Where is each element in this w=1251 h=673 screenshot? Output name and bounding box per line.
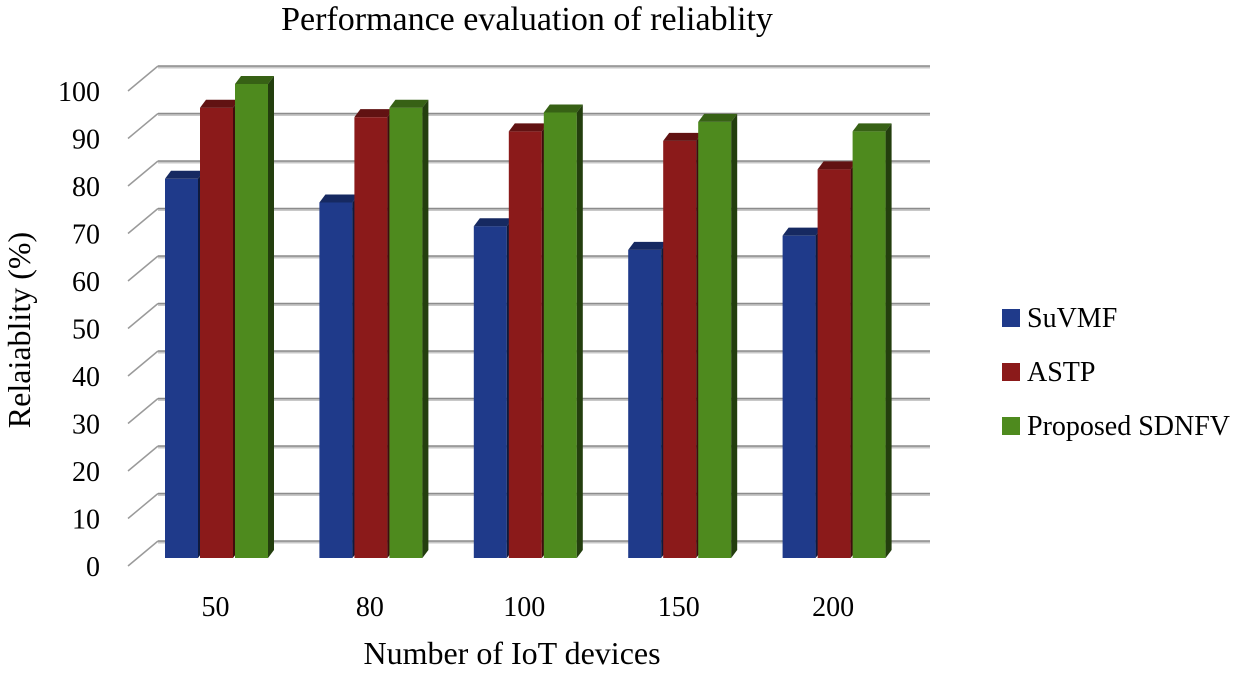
- legend-label: SuVMF: [1027, 303, 1117, 334]
- legend-label: Proposed SDNFV: [1027, 411, 1230, 442]
- bar-top: [389, 99, 429, 108]
- y-axis-title: Relaiablity (%): [1, 232, 37, 428]
- bar-top: [852, 123, 892, 132]
- bar-top: [628, 241, 668, 250]
- legend-swatch: [1002, 309, 1020, 327]
- bar-top: [663, 132, 703, 141]
- bar-side: [422, 99, 429, 558]
- bar-top: [473, 218, 513, 227]
- x-tick-label: 150: [658, 592, 700, 623]
- bar-proposed-sdnfv-150: [698, 113, 738, 559]
- legend-item-suvmf: SuVMF: [1002, 303, 1117, 334]
- gridline-side: [127, 350, 159, 377]
- bar-proposed-sdnfv-200: [852, 123, 892, 559]
- bar-top: [319, 194, 359, 203]
- x-axis-title: Number of IoT devices: [363, 635, 660, 671]
- x-tick-label: 100: [503, 592, 545, 623]
- gridline-side: [127, 540, 159, 567]
- bar-suvmf-100: [473, 218, 513, 558]
- bar-front: [354, 117, 388, 559]
- bar-top: [200, 99, 239, 108]
- y-tick-label: 30: [72, 410, 100, 441]
- x-tick-label: 50: [202, 592, 230, 623]
- bar-suvmf-200: [782, 227, 822, 558]
- gridline-side: [127, 492, 159, 520]
- legend-item-proposed-sdnfv: Proposed SDNFV: [1002, 411, 1230, 442]
- bar-top: [543, 104, 583, 113]
- y-tick-label: 40: [72, 362, 100, 393]
- bar-astp-200: [817, 161, 857, 558]
- bar-suvmf-80: [319, 194, 359, 558]
- bar-front: [852, 131, 886, 558]
- legend-swatch: [1002, 363, 1020, 381]
- legend-label: ASTP: [1027, 357, 1095, 388]
- bar-front: [389, 107, 423, 558]
- bar-front: [235, 84, 268, 558]
- legend-swatch: [1002, 417, 1020, 435]
- bar-front: [663, 140, 697, 558]
- bar-top: [782, 227, 822, 236]
- bar-top: [817, 161, 857, 170]
- bar-side: [268, 76, 274, 558]
- legend: SuVMF ASTP Proposed SDNFV: [1002, 303, 1230, 442]
- bars: [165, 76, 892, 559]
- bar-front: [543, 112, 577, 558]
- bar-front: [628, 249, 662, 558]
- y-tick-label: 60: [72, 267, 100, 298]
- y-tick-label: 80: [72, 172, 100, 203]
- bar-front: [165, 178, 198, 559]
- bar-front: [508, 131, 542, 558]
- bar-top: [508, 123, 548, 132]
- y-tick-label: 20: [72, 457, 100, 488]
- y-tick-label: 0: [86, 552, 100, 583]
- x-axis-ticks: 50 80 100 150 200: [202, 592, 855, 623]
- bar-top: [235, 76, 274, 84]
- bar-proposed-sdnfv-80: [389, 99, 429, 558]
- bar-side: [576, 104, 583, 558]
- bar-front: [200, 107, 233, 558]
- y-tick-label: 90: [72, 125, 100, 156]
- bar-suvmf-50: [165, 170, 204, 559]
- bar-side: [885, 123, 892, 559]
- bar-front: [698, 121, 732, 559]
- bar-astp-100: [508, 123, 548, 559]
- x-tick-label: 200: [812, 592, 854, 623]
- gridline-side: [127, 302, 159, 330]
- y-tick-label: 10: [72, 505, 100, 536]
- legend-item-astp: ASTP: [1002, 357, 1095, 388]
- bar-astp-150: [663, 132, 703, 558]
- bar-front: [782, 235, 816, 558]
- gridline-side: [127, 160, 159, 187]
- gridline-side: [127, 112, 159, 140]
- bar-top: [354, 109, 394, 118]
- gridline-side: [127, 65, 159, 92]
- gridline-side: [127, 445, 159, 472]
- y-tick-label: 50: [72, 315, 100, 346]
- y-tick-label: 70: [72, 220, 100, 251]
- bar-suvmf-150: [628, 241, 668, 558]
- bar-astp-50: [200, 99, 239, 558]
- gridline-side: [127, 207, 159, 235]
- bar-front: [817, 169, 851, 558]
- bar-proposed-sdnfv-100: [543, 104, 583, 558]
- chart-title: Performance evaluation of reliablity: [281, 1, 773, 38]
- gridline-side: [127, 397, 159, 425]
- y-tick-label: 100: [58, 77, 100, 108]
- bar-front: [473, 226, 507, 558]
- bar-front: [319, 202, 353, 558]
- bar-top: [165, 170, 204, 179]
- x-tick-label: 80: [356, 592, 384, 623]
- y-axis-ticks: 0 10 20 30 40 50 60 70 80 90 100: [58, 77, 100, 583]
- bar-side: [731, 113, 738, 559]
- bar-top: [698, 113, 738, 122]
- gridline-side: [127, 255, 159, 282]
- bar-astp-80: [354, 109, 394, 559]
- bar-proposed-sdnfv-50: [235, 76, 274, 558]
